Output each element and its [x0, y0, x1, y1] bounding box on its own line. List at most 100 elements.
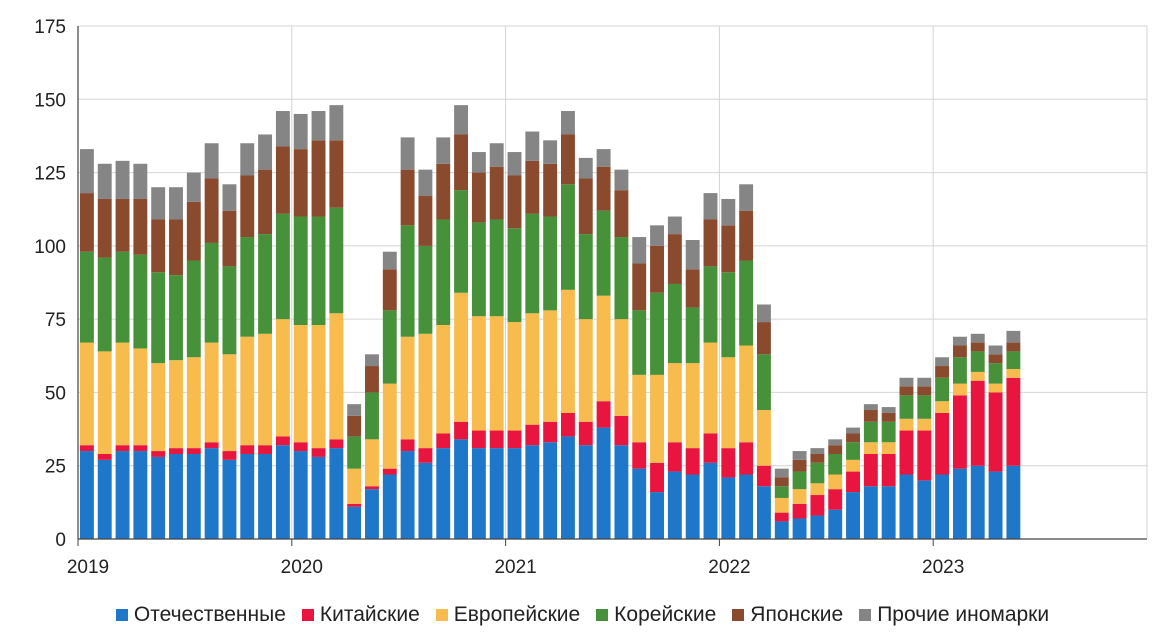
bar-segment-5-26: [543, 140, 557, 163]
x-tick-label-2022: 2022: [708, 557, 750, 578]
bar-segment-1-34: [686, 448, 700, 474]
x-tick-label-2021: 2021: [494, 557, 536, 578]
bar-segment-0-25: [525, 445, 539, 539]
bar-segment-1-27: [561, 413, 575, 436]
legend-item-4: Японские: [732, 603, 843, 627]
bar-segment-2-22: [472, 316, 486, 430]
bar-segment-5-15: [347, 404, 361, 416]
bar-segment-1-5: [169, 448, 183, 454]
bar-segment-4-13: [312, 140, 326, 216]
bar-segment-2-13: [312, 325, 326, 448]
bar-segment-0-26: [543, 442, 557, 539]
bar-segment-0-6: [187, 454, 201, 539]
bar-segment-2-1: [98, 351, 112, 454]
bar-segment-5-33: [668, 217, 682, 235]
bar-segment-5-13: [312, 111, 326, 140]
bar-segment-1-9: [240, 445, 254, 454]
bar-segment-1-46: [900, 431, 914, 475]
bar-segment-0-29: [597, 428, 611, 539]
bar-segment-5-29: [597, 149, 611, 167]
bar-segment-3-45: [882, 422, 896, 443]
bar-segment-0-36: [721, 477, 735, 539]
bar-segment-4-3: [133, 199, 147, 255]
bar-segment-2-47: [917, 419, 931, 431]
bar-segment-3-37: [739, 261, 753, 346]
bar-segment-1-51: [989, 392, 1003, 471]
bar-segment-0-19: [418, 463, 432, 539]
legend-swatch-1: [302, 609, 314, 621]
bar-segment-1-48: [935, 413, 949, 475]
bar-segment-0-28: [579, 445, 593, 539]
bar-segment-0-40: [793, 518, 807, 539]
bar-segment-2-45: [882, 442, 896, 454]
bar-segment-5-31: [632, 237, 646, 263]
bar-segment-5-4: [151, 187, 165, 219]
bar-segment-0-11: [276, 445, 290, 539]
legend-swatch-5: [859, 609, 871, 621]
bar-segment-2-39: [775, 498, 789, 513]
bar-segment-5-42: [828, 439, 842, 445]
bar-segment-1-50: [971, 381, 985, 466]
bar-segment-2-8: [222, 354, 236, 451]
bar-segment-4-44: [864, 410, 878, 422]
bar-segment-1-31: [632, 442, 646, 468]
bar-segment-1-13: [312, 448, 326, 457]
bar-segment-2-38: [757, 410, 771, 466]
bar-segment-1-6: [187, 448, 201, 454]
bar-segment-0-24: [508, 448, 522, 539]
bar-segment-3-10: [258, 234, 272, 334]
bar-segment-4-30: [614, 190, 628, 237]
bar-segment-0-42: [828, 510, 842, 539]
bar-segment-1-26: [543, 422, 557, 443]
bar-segment-4-27: [561, 134, 575, 184]
bar-segment-3-22: [472, 222, 486, 316]
bar-segment-4-45: [882, 413, 896, 422]
bar-segment-3-12: [294, 217, 308, 325]
bar-segment-1-30: [614, 416, 628, 445]
bar-segment-1-41: [810, 495, 824, 516]
y-tick-label-25: 25: [45, 457, 66, 478]
bar-segment-5-36: [721, 199, 735, 225]
bar-segment-5-38: [757, 304, 771, 322]
bar-segment-4-7: [205, 178, 219, 242]
bar-segment-2-26: [543, 310, 557, 421]
bar-segment-2-25: [525, 313, 539, 424]
bar-segment-3-36: [721, 272, 735, 357]
bar-segment-2-44: [864, 442, 878, 454]
bar-segment-3-48: [935, 378, 949, 401]
bar-segment-0-2: [116, 451, 130, 539]
y-tick-label-75: 75: [45, 310, 66, 331]
bar-segment-4-19: [418, 196, 432, 246]
bar-segment-0-12: [294, 451, 308, 539]
bar-segment-2-36: [721, 357, 735, 448]
bar-segment-0-14: [329, 448, 343, 539]
bar-segment-5-8: [222, 184, 236, 210]
bar-segment-4-21: [454, 134, 468, 190]
bar-segment-0-1: [98, 460, 112, 539]
bar-segment-1-1: [98, 454, 112, 460]
bar-segment-1-44: [864, 454, 878, 486]
bar-segment-2-18: [401, 337, 415, 440]
bar-segment-2-43: [846, 460, 860, 472]
bar-segment-0-43: [846, 492, 860, 539]
bar-segment-4-52: [1006, 343, 1020, 352]
bar-segment-3-52: [1006, 351, 1020, 369]
bar-segment-0-47: [917, 480, 931, 539]
bar-segment-0-44: [864, 486, 878, 539]
bar-segment-0-45: [882, 486, 896, 539]
bar-segment-3-51: [989, 363, 1003, 384]
bar-segment-2-9: [240, 337, 254, 445]
bar-segment-0-17: [383, 475, 397, 539]
bar-segment-2-5: [169, 360, 183, 448]
bar-segment-2-40: [793, 489, 807, 504]
bar-segment-5-12: [294, 114, 308, 149]
bar-segment-0-4: [151, 457, 165, 539]
bar-segment-5-19: [418, 170, 432, 196]
bar-segment-2-35: [704, 343, 718, 434]
bar-segment-0-33: [668, 472, 682, 539]
bar-segment-0-48: [935, 475, 949, 539]
bar-segment-4-25: [525, 161, 539, 214]
bar-segment-2-32: [650, 375, 664, 463]
bar-segment-0-20: [436, 448, 450, 539]
bar-segment-3-25: [525, 214, 539, 314]
